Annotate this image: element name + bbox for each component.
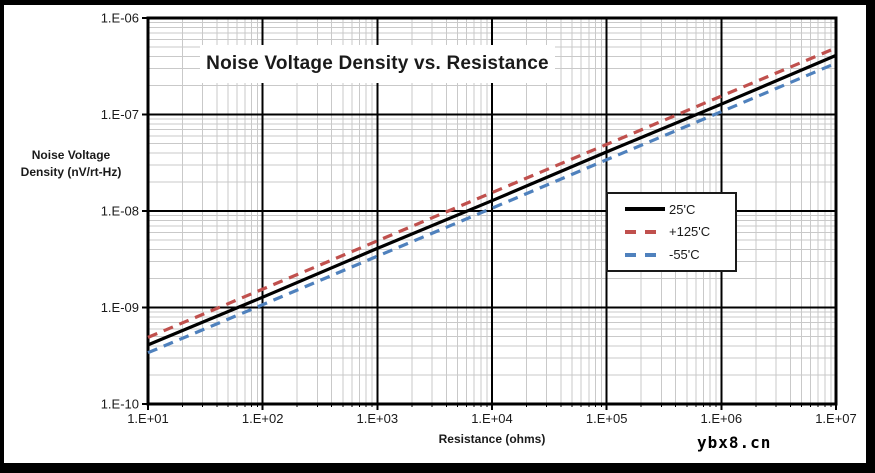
y-axis-label-line1: Noise Voltage: [31, 148, 111, 162]
legend-label-minus55c: -55'C: [669, 247, 700, 263]
legend-line-sample-minus55c: [625, 252, 665, 257]
series-line-55c: [147, 61, 837, 355]
x-tick-label: 1.E+04: [471, 411, 513, 426]
legend: 25'C +125'C -55'C: [606, 192, 737, 272]
x-axis-label: Resistance (ohms): [438, 432, 546, 446]
y-tick-label: 1.E-08: [101, 204, 139, 219]
chart-title: Noise Voltage Density vs. Resistance: [200, 45, 555, 83]
series-line-125c: [147, 46, 837, 339]
legend-line-sample-25c: [625, 207, 665, 212]
x-tick-label: 1.E+05: [586, 411, 628, 426]
plot-border: [146, 16, 838, 406]
y-tick-label: 1.E-09: [101, 300, 139, 315]
legend-label-plus125c: +125'C: [669, 224, 711, 240]
y-tick-label: 1.E-06: [101, 11, 139, 26]
x-tick-label: 1.E+06: [701, 411, 743, 426]
chart-page: 1.E+01 1.E+02 1.E+03 1.E+04 1.E+05 1.E+06 1.E+…: [4, 5, 866, 463]
y-tick-label: 1.E-07: [101, 107, 139, 122]
legend-item-minus55c: -55'C: [624, 247, 735, 262]
x-tick-label: 1.E+01: [127, 411, 169, 426]
y-axis-label: Noise Voltage Density (nV/rt-Hz): [12, 147, 130, 182]
y-tick-label: 1.E-10: [101, 397, 139, 412]
series-line-25c: [147, 53, 837, 347]
y-axis-label-line2: Density (nV/rt-Hz): [20, 165, 122, 180]
watermark-text: ybx8.cn: [695, 433, 774, 452]
legend-label-25c: 25'C: [669, 201, 696, 217]
legend-item-25c: 25'C: [624, 202, 735, 217]
x-tick-label: 1.E+02: [242, 411, 284, 426]
legend-item-plus125c: +125'C: [624, 224, 735, 239]
x-tick-label: 1.E+07: [815, 411, 857, 426]
x-tick-label: 1.E+03: [357, 411, 399, 426]
legend-line-sample-plus125c: [625, 229, 665, 234]
